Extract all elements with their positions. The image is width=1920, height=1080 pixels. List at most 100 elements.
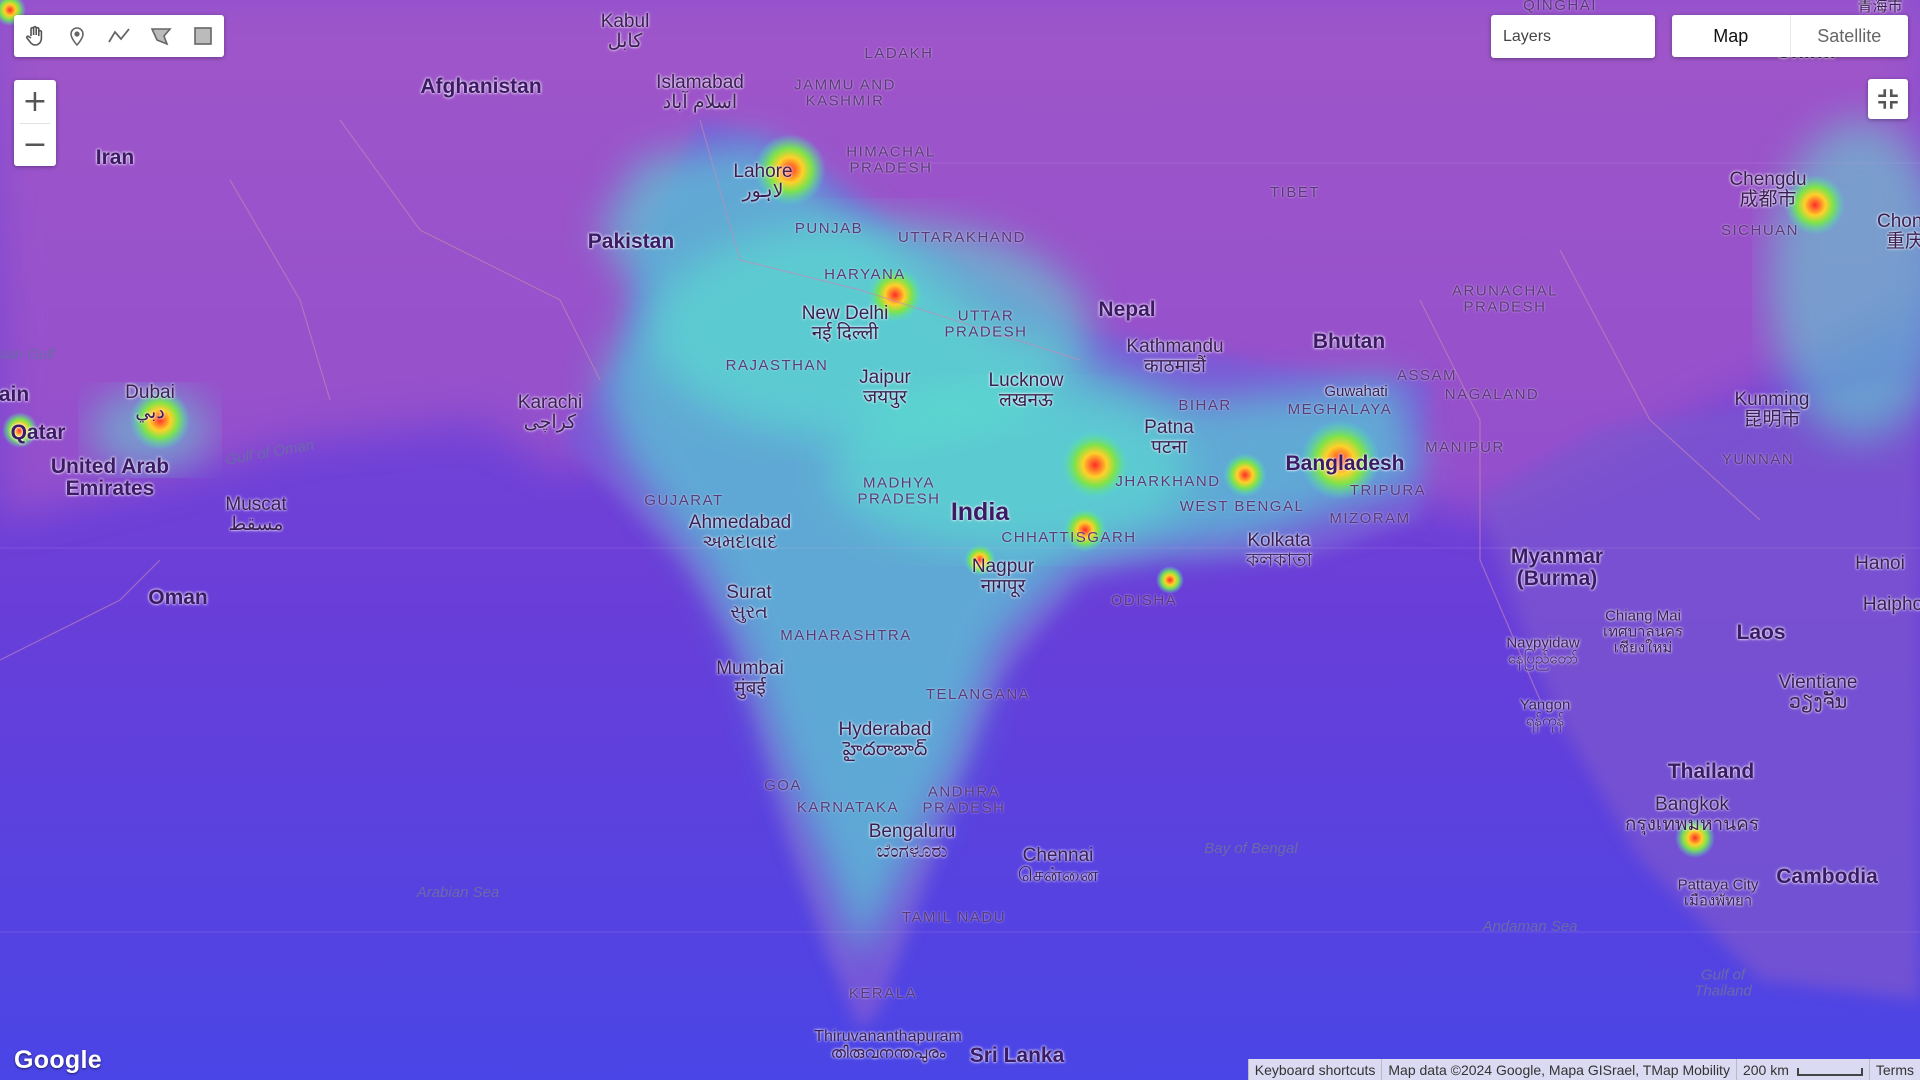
city-label-muscat: Muscat مسقط — [225, 495, 286, 535]
country-label-uae: United Arab Emirates — [50, 454, 170, 500]
state-label-yunnan: YUNNAN — [1721, 451, 1795, 469]
city-label-chiang-mai-local2: เชียงใหม่ — [1613, 638, 1673, 656]
scale-label: 200 km — [1742, 1061, 1789, 1078]
scale-control[interactable]: 200 km — [1735, 1059, 1869, 1080]
keyboard-shortcuts-link[interactable]: Keyboard shortcuts — [1247, 1059, 1382, 1080]
country-label-nepal: Nepal — [1098, 297, 1156, 321]
city-label-mumbai-en: Mumbai — [716, 658, 784, 680]
zoom-out-button[interactable]: − — [22, 127, 48, 163]
state-label-rajasthan: RAJASTHAN — [725, 357, 829, 375]
state-label-ap-line1: ANDHRA — [927, 783, 1001, 801]
city-label-nagpur-local: नागपूर — [980, 576, 1026, 597]
state-label-jk-line1: JAMMU AND — [794, 76, 896, 94]
map-type-satellite-button[interactable]: Satellite — [1789, 15, 1909, 57]
water-label-gulf-of-thailand: Gulf of Thailand — [1694, 967, 1752, 999]
city-label-bangkok-local: กรุงเทพมหานคร — [1624, 814, 1760, 835]
state-label-ladakh: LADAKH — [864, 45, 934, 63]
city-label-hyderabad-local: హైదరాబాద్ — [842, 739, 928, 760]
city-label-karachi: Karachi کراچی — [518, 393, 582, 433]
country-label-uae-line1: United Arab — [50, 454, 170, 478]
state-label-arunachal: ARUNACHAL PRADESH — [1452, 283, 1558, 315]
city-label-jaipur: Jaipur जयपुर — [859, 368, 911, 408]
city-label-vientiane: Vientiane ວຽງຈັນ — [1779, 673, 1858, 713]
city-label-surat-en: Surat — [726, 582, 772, 604]
city-label-kabul-local: کابل — [607, 31, 643, 52]
city-label-kathmandu-local: काठमाडौं — [1144, 356, 1206, 377]
city-label-kolkata: Kolkata কলকাতা — [1246, 531, 1312, 571]
city-label-lucknow-local: लखनऊ — [999, 390, 1053, 411]
state-label-ap-line2: PRADESH — [922, 799, 1006, 816]
state-label-maharashtra: MAHARASHTRA — [780, 627, 912, 645]
city-label-surat-local: સુરત — [730, 602, 768, 623]
map-type-map-button[interactable]: Map — [1713, 25, 1749, 46]
water-label-gulf-of-thailand-line1: Gulf of — [1700, 966, 1746, 984]
city-label-bangkok: Bangkok กรุงเทพมหานคร — [1625, 795, 1759, 835]
city-label-thiruvananthapuram-local: തിരുവനന്തപുരം — [830, 1045, 946, 1062]
zoom-in-button[interactable]: + — [22, 83, 48, 119]
city-label-lucknow: Lucknow लखनऊ — [989, 371, 1064, 411]
fullscreen-button[interactable] — [1868, 79, 1908, 119]
city-label-jaipur-local: जयपुर — [863, 387, 907, 408]
state-label-sichuan: SICHUAN — [1720, 222, 1800, 240]
city-label-bengaluru: Bengaluru ಬೆಂಗಳೂರು — [869, 822, 956, 862]
city-label-new-delhi-en: New Delhi — [801, 303, 889, 325]
state-label-mp-line2: PRADESH — [857, 490, 941, 507]
city-label-bengaluru-local: ಬೆಂಗಳೂರು — [876, 841, 948, 862]
state-label-mp-line1: MADHYA — [862, 474, 936, 492]
water-label-gulf-of-thailand-line2: Thailand — [1694, 982, 1752, 999]
city-label-chennai: Chennai சென்னை — [1018, 846, 1098, 886]
city-label-lahore-local: لاہور — [742, 181, 784, 202]
marker-icon[interactable] — [56, 15, 98, 57]
state-label-nagaland: NAGALAND — [1444, 386, 1540, 404]
state-label-uttarakhand: UTTARAKHAND — [898, 229, 1026, 247]
city-label-chennai-local: சென்னை — [1017, 865, 1099, 886]
city-label-thiruvananthapuram: Thiruvananthapuram തിരുവനന്തപുരം — [814, 1028, 962, 1063]
city-label-pattaya: Pattaya City เมืองพัทยา — [1678, 877, 1759, 909]
polygon-icon[interactable] — [140, 15, 182, 57]
map-footer: Keyboard shortcuts Map data ©2024 Google… — [1247, 1059, 1920, 1080]
terms-link[interactable]: Terms — [1868, 1059, 1920, 1080]
city-label-surat: Surat સુરત — [726, 583, 771, 623]
country-label-laos: Laos — [1736, 620, 1786, 644]
city-label-islamabad-en: Islamabad — [656, 72, 744, 94]
country-label-bahrain: ain — [0, 382, 30, 406]
state-label-arunachal-line2: PRADESH — [1463, 298, 1547, 315]
city-label-new-delhi: New Delhi नई दिल्ली — [802, 304, 889, 344]
city-label-islamabad: Islamabad اسلام آباد — [656, 73, 744, 113]
city-label-chongqing-en: Chong — [1877, 211, 1920, 233]
country-label-myanmar-line2: (Burma) — [1516, 567, 1598, 590]
hand-icon[interactable] — [14, 15, 56, 57]
city-label-lucknow-en: Lucknow — [988, 370, 1064, 392]
country-label-myanmar-line1: Myanmar — [1510, 544, 1604, 568]
state-label-tamil-nadu: TAMIL NADU — [901, 909, 1007, 927]
city-label-hyderabad-en: Hyderabad — [838, 719, 932, 741]
state-label-karnataka: KARNATAKA — [796, 799, 900, 817]
city-label-kolkata-en: Kolkata — [1247, 530, 1311, 552]
zoom-control: + − — [14, 80, 56, 166]
city-label-kathmandu-en: Kathmandu — [1126, 336, 1224, 358]
city-label-hanoi: Hanoi — [1855, 553, 1905, 575]
city-label-nagpur-en: Nagpur — [971, 556, 1035, 578]
city-label-chiang-mai-local1: เทศบาลนคร — [1602, 623, 1684, 641]
region-label-tibet: TIBET — [1269, 184, 1321, 202]
state-label-up-line2: PRADESH — [944, 323, 1028, 340]
state-label-punjab: PUNJAB — [794, 220, 864, 238]
city-label-naypyidaw-local: နေပြည်တော် — [1507, 650, 1579, 667]
country-label-iran: Iran — [95, 145, 135, 169]
country-label-oman: Oman — [148, 585, 208, 609]
state-label-jk-line2: KASHMIR — [805, 92, 885, 109]
layers-label: Layers — [1503, 27, 1552, 45]
city-label-bangkok-en: Bangkok — [1655, 794, 1729, 816]
city-label-yangon-local: ရန်ကုန် — [1525, 712, 1565, 729]
city-label-jaipur-en: Jaipur — [859, 367, 911, 389]
city-label-kathmandu: Kathmandu काठमाडौं — [1126, 337, 1223, 377]
city-label-ahmedabad: Ahmedabad અમદાવાદ — [689, 513, 791, 553]
layers-dropdown[interactable]: Layers — [1491, 15, 1655, 58]
city-label-nagpur: Nagpur नागपूर — [972, 557, 1034, 597]
polyline-icon[interactable] — [98, 15, 140, 57]
state-label-kerala: KERALA — [848, 985, 918, 1003]
rectangle-icon[interactable] — [182, 15, 224, 57]
country-label-bhutan: Bhutan — [1312, 329, 1386, 353]
state-label-up-line1: UTTAR — [957, 307, 1015, 325]
